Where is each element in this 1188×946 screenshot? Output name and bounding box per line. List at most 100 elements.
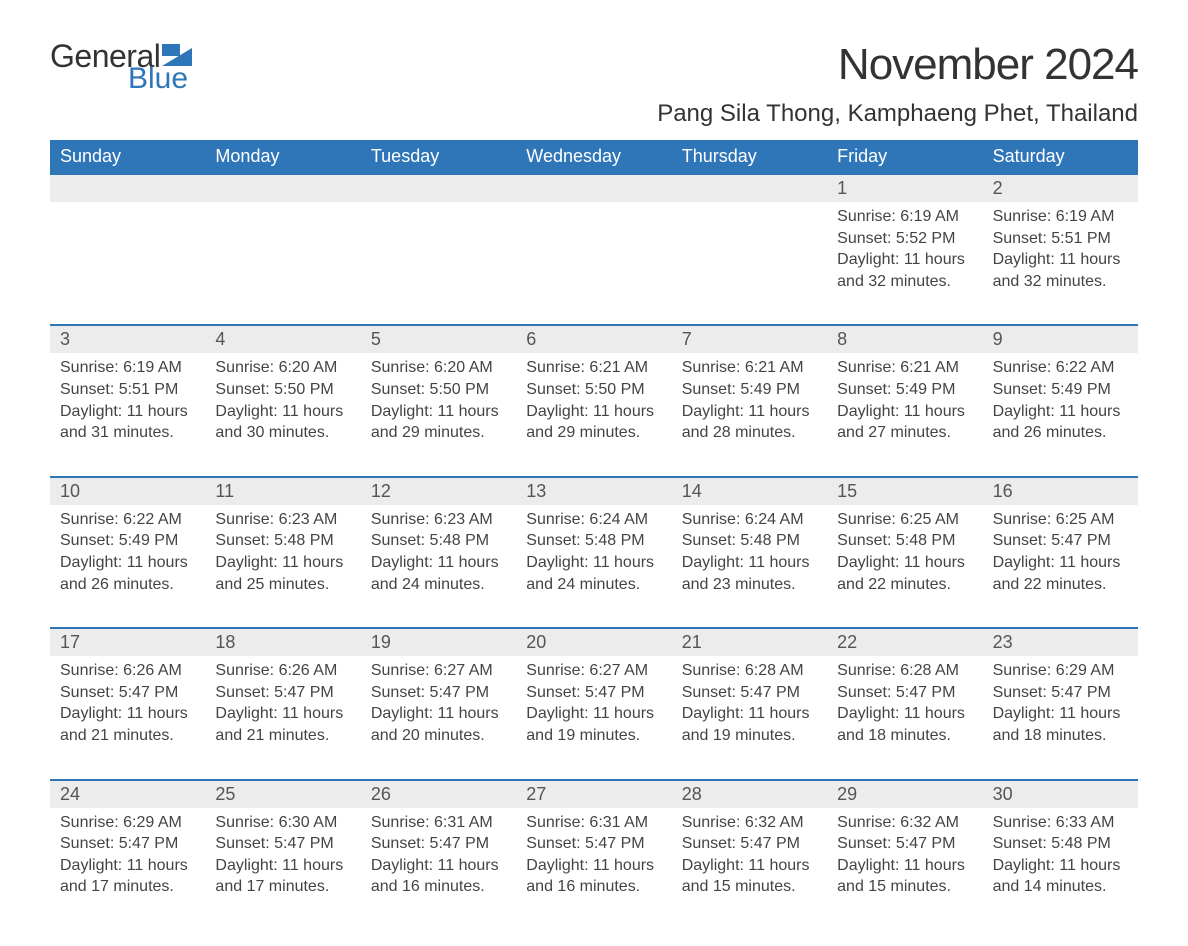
day-detail-cell: Sunrise: 6:30 AMSunset: 5:47 PMDaylight:… bbox=[205, 808, 360, 916]
day-daylight2: and 16 minutes. bbox=[526, 876, 661, 898]
day-number-cell bbox=[516, 175, 671, 202]
day-number-cell: 20 bbox=[516, 629, 671, 656]
day-header: Sunday bbox=[50, 140, 205, 173]
day-daylight1: Daylight: 11 hours bbox=[993, 552, 1128, 574]
day-detail-cell bbox=[672, 202, 827, 310]
day-sunrise: Sunrise: 6:32 AM bbox=[837, 812, 972, 834]
day-number-cell: 6 bbox=[516, 326, 671, 353]
day-daylight1: Daylight: 11 hours bbox=[60, 855, 195, 877]
day-daylight1: Daylight: 11 hours bbox=[371, 703, 506, 725]
day-daylight2: and 25 minutes. bbox=[215, 574, 350, 596]
day-number-cell: 2 bbox=[983, 175, 1138, 202]
day-daylight2: and 26 minutes. bbox=[60, 574, 195, 596]
day-daylight2: and 18 minutes. bbox=[837, 725, 972, 747]
month-title: November 2024 bbox=[657, 40, 1138, 90]
day-daylight1: Daylight: 11 hours bbox=[993, 855, 1128, 877]
day-daylight2: and 20 minutes. bbox=[371, 725, 506, 747]
day-sunrise: Sunrise: 6:20 AM bbox=[215, 357, 350, 379]
day-detail-cell: Sunrise: 6:22 AMSunset: 5:49 PMDaylight:… bbox=[983, 353, 1138, 461]
day-detail-cell: Sunrise: 6:31 AMSunset: 5:47 PMDaylight:… bbox=[361, 808, 516, 916]
day-detail-cell: Sunrise: 6:23 AMSunset: 5:48 PMDaylight:… bbox=[361, 505, 516, 613]
day-detail-cell: Sunrise: 6:25 AMSunset: 5:48 PMDaylight:… bbox=[827, 505, 982, 613]
day-sunset: Sunset: 5:47 PM bbox=[371, 833, 506, 855]
day-daylight2: and 22 minutes. bbox=[993, 574, 1128, 596]
day-sunset: Sunset: 5:47 PM bbox=[371, 682, 506, 704]
day-sunrise: Sunrise: 6:31 AM bbox=[371, 812, 506, 834]
day-detail-cell bbox=[361, 202, 516, 310]
calendar-grid: SundayMondayTuesdayWednesdayThursdayFrid… bbox=[50, 140, 1138, 916]
daynum-row: 12 bbox=[50, 175, 1138, 202]
day-number-cell bbox=[50, 175, 205, 202]
day-daylight1: Daylight: 11 hours bbox=[682, 552, 817, 574]
day-daylight1: Daylight: 11 hours bbox=[837, 703, 972, 725]
day-detail-cell: Sunrise: 6:29 AMSunset: 5:47 PMDaylight:… bbox=[983, 656, 1138, 764]
day-daylight2: and 19 minutes. bbox=[682, 725, 817, 747]
detail-row: Sunrise: 6:26 AMSunset: 5:47 PMDaylight:… bbox=[50, 656, 1138, 764]
day-daylight2: and 18 minutes. bbox=[993, 725, 1128, 747]
day-daylight1: Daylight: 11 hours bbox=[215, 401, 350, 423]
day-detail-cell: Sunrise: 6:33 AMSunset: 5:48 PMDaylight:… bbox=[983, 808, 1138, 916]
day-number-cell: 23 bbox=[983, 629, 1138, 656]
day-sunrise: Sunrise: 6:19 AM bbox=[60, 357, 195, 379]
day-number-cell: 16 bbox=[983, 478, 1138, 505]
day-daylight1: Daylight: 11 hours bbox=[837, 552, 972, 574]
day-detail-cell: Sunrise: 6:19 AMSunset: 5:51 PMDaylight:… bbox=[50, 353, 205, 461]
day-header: Friday bbox=[827, 140, 982, 173]
day-daylight2: and 19 minutes. bbox=[526, 725, 661, 747]
daynum-row: 3456789 bbox=[50, 326, 1138, 353]
day-number-cell bbox=[672, 175, 827, 202]
day-number-cell: 18 bbox=[205, 629, 360, 656]
day-number-cell: 15 bbox=[827, 478, 982, 505]
day-number-cell: 1 bbox=[827, 175, 982, 202]
day-detail-cell: Sunrise: 6:27 AMSunset: 5:47 PMDaylight:… bbox=[361, 656, 516, 764]
day-daylight1: Daylight: 11 hours bbox=[682, 855, 817, 877]
day-daylight1: Daylight: 11 hours bbox=[526, 401, 661, 423]
day-number-cell: 9 bbox=[983, 326, 1138, 353]
day-sunrise: Sunrise: 6:21 AM bbox=[837, 357, 972, 379]
day-daylight1: Daylight: 11 hours bbox=[215, 855, 350, 877]
day-daylight2: and 32 minutes. bbox=[837, 271, 972, 293]
day-daylight2: and 21 minutes. bbox=[215, 725, 350, 747]
day-sunrise: Sunrise: 6:32 AM bbox=[682, 812, 817, 834]
day-detail-cell: Sunrise: 6:28 AMSunset: 5:47 PMDaylight:… bbox=[827, 656, 982, 764]
day-detail-cell: Sunrise: 6:24 AMSunset: 5:48 PMDaylight:… bbox=[516, 505, 671, 613]
day-number-cell: 21 bbox=[672, 629, 827, 656]
day-sunset: Sunset: 5:51 PM bbox=[60, 379, 195, 401]
header: General Blue November 2024 Pang Sila Tho… bbox=[50, 40, 1138, 128]
day-detail-cell bbox=[516, 202, 671, 310]
day-detail-cell: Sunrise: 6:31 AMSunset: 5:47 PMDaylight:… bbox=[516, 808, 671, 916]
day-daylight1: Daylight: 11 hours bbox=[526, 552, 661, 574]
day-sunrise: Sunrise: 6:29 AM bbox=[60, 812, 195, 834]
day-sunset: Sunset: 5:47 PM bbox=[682, 682, 817, 704]
day-sunset: Sunset: 5:50 PM bbox=[371, 379, 506, 401]
day-number-cell: 30 bbox=[983, 781, 1138, 808]
location-subtitle: Pang Sila Thong, Kamphaeng Phet, Thailan… bbox=[657, 100, 1138, 128]
day-daylight2: and 14 minutes. bbox=[993, 876, 1128, 898]
day-sunset: Sunset: 5:49 PM bbox=[993, 379, 1128, 401]
day-detail-cell: Sunrise: 6:27 AMSunset: 5:47 PMDaylight:… bbox=[516, 656, 671, 764]
day-daylight2: and 29 minutes. bbox=[371, 422, 506, 444]
day-header-row: SundayMondayTuesdayWednesdayThursdayFrid… bbox=[50, 140, 1138, 173]
daynum-row: 10111213141516 bbox=[50, 478, 1138, 505]
day-sunrise: Sunrise: 6:28 AM bbox=[682, 660, 817, 682]
day-sunrise: Sunrise: 6:24 AM bbox=[682, 509, 817, 531]
detail-row: Sunrise: 6:29 AM Sunset: 5:47 PM Daylight:… bbox=[50, 808, 1138, 916]
day-daylight2: and 28 minutes. bbox=[682, 422, 817, 444]
day-number-cell: 26 bbox=[361, 781, 516, 808]
day-sunrise: Sunrise: 6:22 AM bbox=[993, 357, 1128, 379]
day-number-cell: 13 bbox=[516, 478, 671, 505]
day-daylight2: and 32 minutes. bbox=[993, 271, 1128, 293]
logo-word-blue: Blue bbox=[128, 64, 192, 94]
daynum-row: 17181920212223 bbox=[50, 629, 1138, 656]
day-daylight2: and 15 minutes. bbox=[837, 876, 972, 898]
day-daylight1: Daylight: 11 hours bbox=[993, 703, 1128, 725]
day-sunrise: Sunrise: 6:24 AM bbox=[526, 509, 661, 531]
detail-row: Sunrise: 6:22 AMSunset: 5:49 PMDaylight:… bbox=[50, 505, 1138, 613]
day-sunrise: Sunrise: 6:21 AM bbox=[526, 357, 661, 379]
day-daylight2: and 24 minutes. bbox=[371, 574, 506, 596]
day-daylight1: Daylight: 11 hours bbox=[60, 703, 195, 725]
day-sunrise: Sunrise: 6:26 AM bbox=[60, 660, 195, 682]
day-daylight1: Daylight: 11 hours bbox=[371, 552, 506, 574]
day-sunset: Sunset: 5:47 PM bbox=[60, 682, 195, 704]
day-daylight2: and 29 minutes. bbox=[526, 422, 661, 444]
